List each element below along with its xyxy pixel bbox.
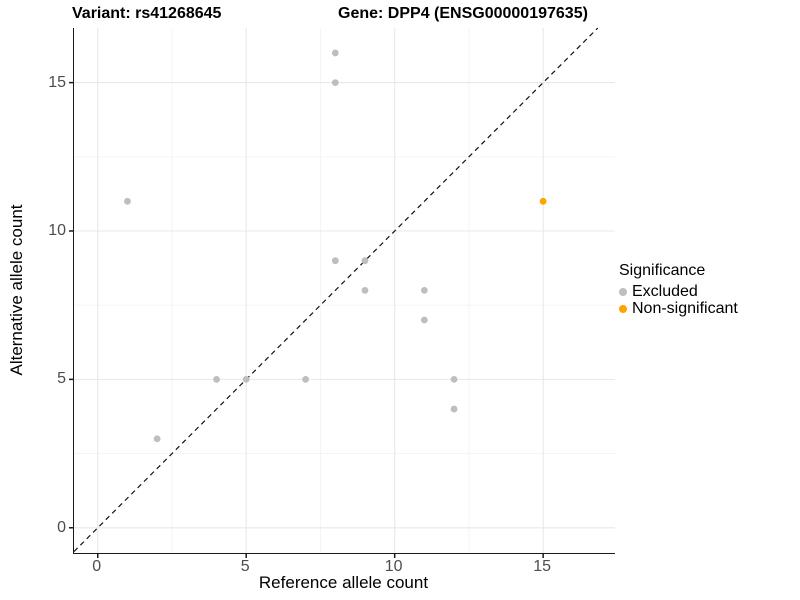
plot-title-variant: Variant: rs41268645 — [72, 5, 222, 22]
legend-title: Significance — [619, 262, 706, 279]
data-point-non-significant — [539, 197, 547, 205]
x-tick-label: 15 — [533, 558, 552, 575]
y-axis-title: Alternative allele count — [7, 204, 26, 376]
non-significant-swatch-icon — [619, 304, 627, 313]
data-point-excluded — [361, 257, 369, 265]
data-point-excluded — [331, 49, 339, 57]
y-tick-label: 15 — [48, 73, 66, 91]
identity-reference-line — [73, 27, 599, 552]
legend-item-excluded: Excluded — [619, 283, 738, 300]
y-tick-label: 10 — [48, 221, 66, 239]
legend-label-non-significant: Non-significant — [632, 299, 738, 317]
x-tick-label: 5 — [240, 558, 250, 575]
legend: Significance Excluded Non-significant — [619, 262, 738, 317]
x-tick-label: 10 — [384, 558, 403, 575]
data-point-excluded — [450, 405, 458, 413]
data-point-excluded — [331, 257, 339, 265]
data-point-excluded — [124, 197, 131, 205]
data-point-excluded — [213, 375, 220, 383]
data-point-excluded — [242, 375, 250, 383]
x-axis-title: Reference allele count — [258, 573, 429, 592]
x-tick-label: 0 — [92, 558, 102, 575]
plot-canvas — [69, 27, 615, 558]
legend-label-excluded: Excluded — [632, 282, 698, 300]
y-tick-label: 0 — [57, 518, 66, 536]
y-tick-label: 5 — [57, 370, 66, 388]
data-point-excluded — [420, 316, 428, 324]
legend-item-non-significant: Non-significant — [619, 300, 738, 317]
data-point-excluded — [331, 79, 339, 87]
data-point-excluded — [420, 286, 428, 294]
plot-panel — [69, 27, 615, 558]
excluded-swatch-icon — [619, 287, 627, 296]
plot-title-gene: Gene: DPP4 (ENSG00000197635) — [338, 5, 588, 22]
data-point-excluded — [450, 375, 458, 383]
data-point-excluded — [302, 375, 310, 383]
data-point-excluded — [153, 435, 161, 443]
data-point-excluded — [361, 286, 369, 294]
